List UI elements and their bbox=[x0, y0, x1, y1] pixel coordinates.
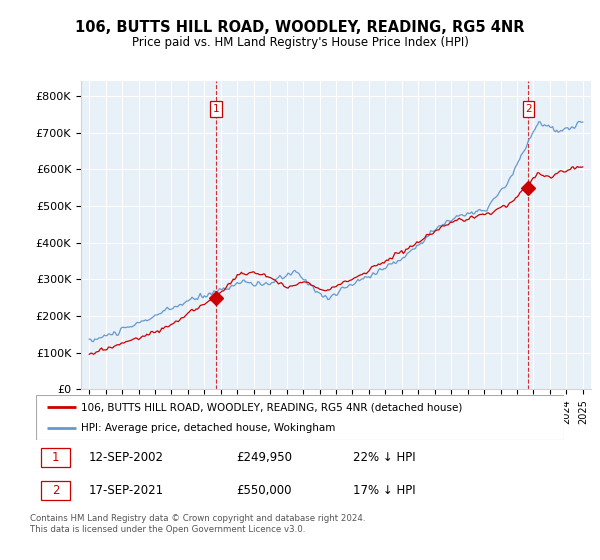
Text: 106, BUTTS HILL ROAD, WOODLEY, READING, RG5 4NR: 106, BUTTS HILL ROAD, WOODLEY, READING, … bbox=[75, 20, 525, 35]
Text: 106, BUTTS HILL ROAD, WOODLEY, READING, RG5 4NR (detached house): 106, BUTTS HILL ROAD, WOODLEY, READING, … bbox=[81, 402, 462, 412]
Text: 17-SEP-2021: 17-SEP-2021 bbox=[89, 484, 164, 497]
Text: Price paid vs. HM Land Registry's House Price Index (HPI): Price paid vs. HM Land Registry's House … bbox=[131, 36, 469, 49]
Text: 1: 1 bbox=[52, 451, 59, 464]
Text: 12-SEP-2002: 12-SEP-2002 bbox=[89, 451, 164, 464]
Bar bbox=[41, 447, 70, 467]
Text: 2: 2 bbox=[525, 104, 532, 114]
Text: Contains HM Land Registry data © Crown copyright and database right 2024.: Contains HM Land Registry data © Crown c… bbox=[30, 514, 365, 522]
Text: HPI: Average price, detached house, Wokingham: HPI: Average price, detached house, Woki… bbox=[81, 423, 335, 433]
Text: This data is licensed under the Open Government Licence v3.0.: This data is licensed under the Open Gov… bbox=[30, 525, 305, 534]
Text: £550,000: £550,000 bbox=[236, 484, 292, 497]
Text: 1: 1 bbox=[212, 104, 219, 114]
Bar bbox=[41, 481, 70, 501]
Text: £249,950: £249,950 bbox=[236, 451, 293, 464]
Text: 22% ↓ HPI: 22% ↓ HPI bbox=[353, 451, 415, 464]
Text: 17% ↓ HPI: 17% ↓ HPI bbox=[353, 484, 415, 497]
Text: 2: 2 bbox=[52, 484, 59, 497]
